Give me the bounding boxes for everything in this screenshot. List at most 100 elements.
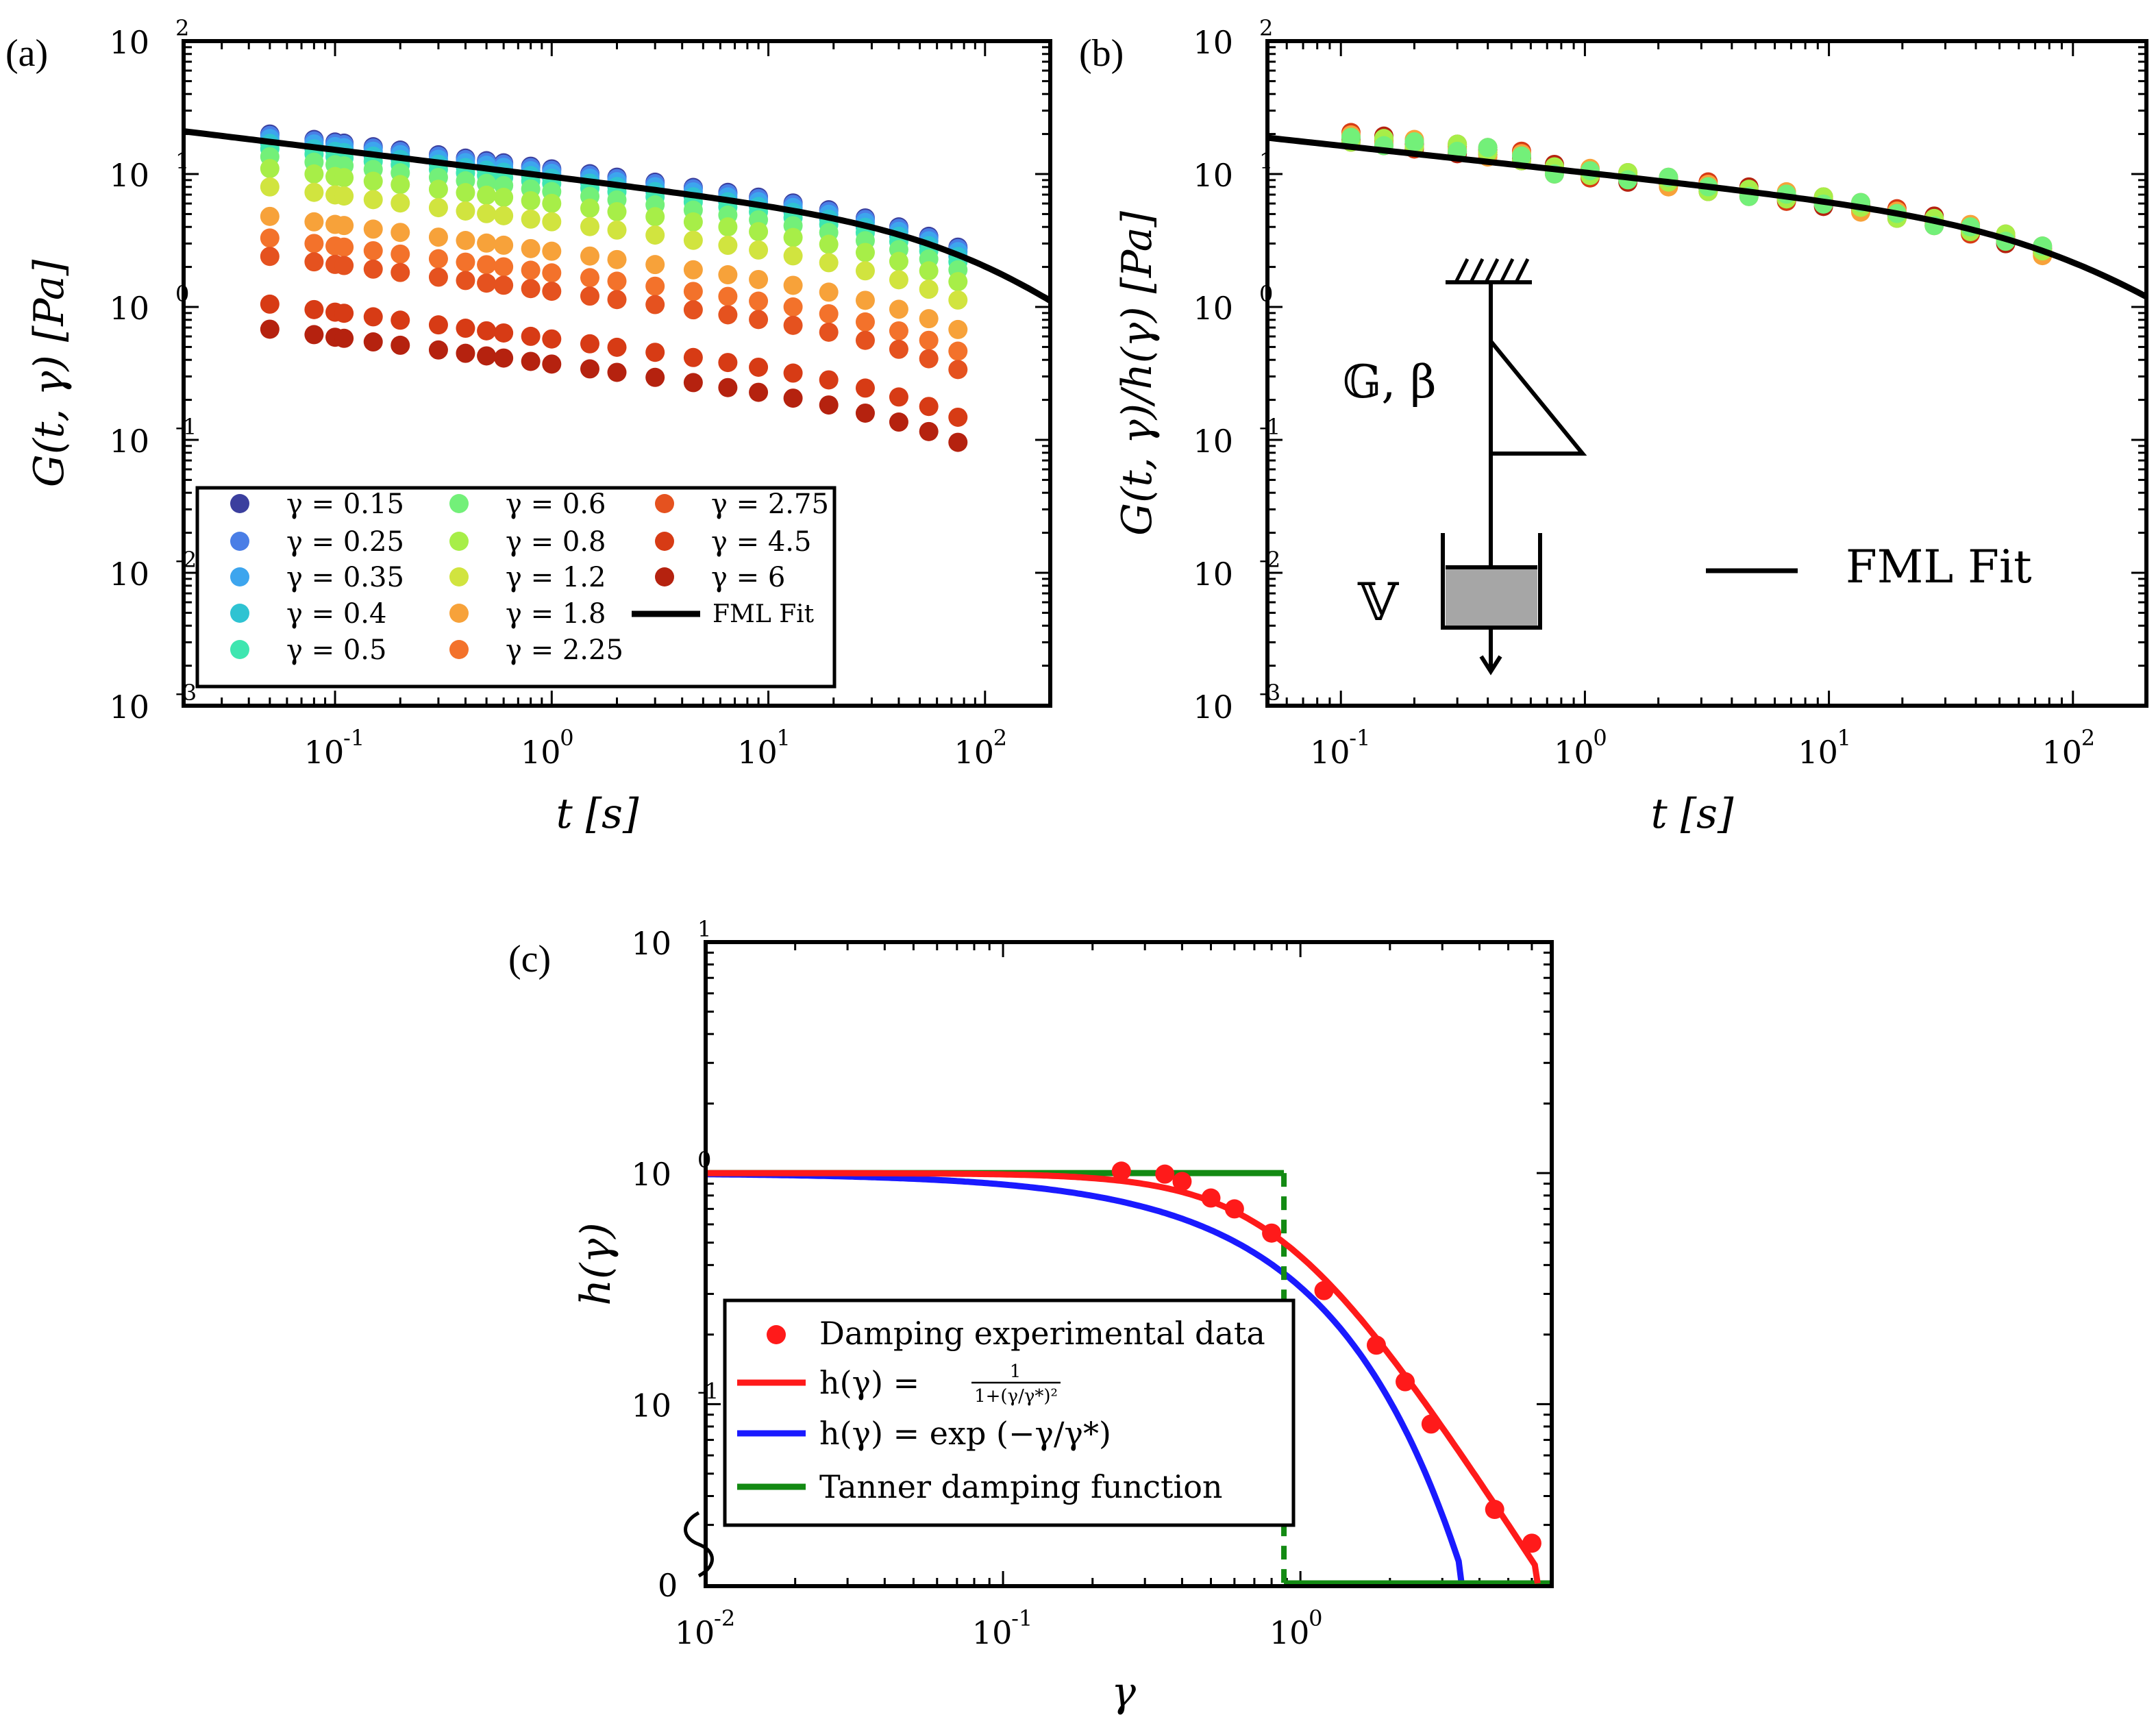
damping-data-point — [1201, 1188, 1221, 1208]
panel-a-point — [542, 282, 562, 301]
panel-a-point — [391, 335, 410, 355]
panel-a-legend-fit-label: FML Fit — [713, 600, 815, 628]
panel-b-legend-label: FML Fit — [1846, 541, 2032, 593]
panel-a-ytick-label-2: 10 -1 — [109, 414, 197, 460]
panel-a-point — [428, 315, 448, 335]
panel-c-ylabel: h(γ) — [572, 1222, 620, 1305]
panel-b-points — [1341, 123, 2053, 266]
panel-a-point — [477, 233, 497, 253]
panel-c-xtick-label-1: 10-1 — [972, 1605, 1032, 1651]
panel-b-xtick-label-1-exp: 0 — [1593, 725, 1607, 751]
panel-a-point — [494, 275, 514, 295]
panel-a-xtick-label-0: 10-1 — [304, 725, 364, 771]
panel-a-point — [718, 353, 738, 373]
panel-a-legend: γ = 0.15 γ = 0.25 γ = 0.35 γ = 0.4 γ = 0.5 γ … — [195, 486, 837, 689]
panel-c-xtick-label-0: 10-2 — [675, 1605, 735, 1651]
panel-a-point — [428, 340, 448, 360]
panel-a-legend-label-1: γ = 0.25 — [286, 526, 404, 558]
panel-a-point — [889, 387, 908, 407]
panel-a-point — [855, 330, 875, 350]
panel-a-point — [919, 280, 939, 299]
panel-a-point — [580, 359, 599, 379]
panel-a-point — [607, 290, 627, 310]
panel-b-ytick-label-3-base: 10 — [1193, 290, 1233, 327]
panel-a-point — [889, 412, 908, 432]
panel-a-ytick-label-0-base: 10 — [109, 689, 149, 726]
panel-a-ytick-label-0: 10 -3 — [109, 680, 197, 726]
panel-a-point — [683, 230, 703, 250]
axis-break-icon — [684, 1511, 714, 1578]
panel-a-legend-label-8: γ = 1.8 — [506, 598, 606, 630]
legend-label-rational-prefix: h(γ) = — [819, 1364, 919, 1401]
panel-a-ytick-label-0-exp: -3 — [175, 680, 197, 706]
panel-a-point — [683, 347, 703, 367]
panel-a-point — [542, 329, 562, 349]
panel-b-legend: FML Fit — [1706, 541, 2032, 593]
panel-a-xtick-label-2-exp: 1 — [777, 725, 791, 751]
panel-b-ytick-label-2-base: 10 — [1193, 423, 1233, 460]
panel-a-point — [542, 212, 562, 232]
damping-data-point — [1314, 1281, 1334, 1300]
panel-a-point — [919, 349, 939, 369]
panel-b-ytick-label-5: 10 2 — [1193, 15, 1273, 61]
dashpot-fluid — [1446, 567, 1537, 626]
panel-a-point — [334, 237, 354, 257]
panel-a-point — [855, 291, 875, 310]
panel-a-legend-label-7: γ = 1.2 — [506, 562, 606, 593]
panel-a-point — [718, 217, 738, 237]
panel-b-xtick-label-3-exp: 2 — [2081, 725, 2095, 751]
panel-a-legend-swatch-4 — [230, 640, 249, 659]
panel-b-point — [1478, 138, 1498, 158]
panel-a-point — [363, 171, 383, 191]
panel-a-point — [819, 395, 839, 415]
dashpot-label: 𝕍 — [1357, 571, 1400, 632]
panel-a-point — [456, 271, 475, 291]
panel-a-point — [645, 225, 665, 245]
panel-a-point — [521, 238, 541, 258]
panel-a-point — [494, 235, 514, 255]
panel-a-point — [683, 282, 703, 301]
wall-hatch — [1454, 258, 1530, 282]
panel-a-point — [749, 382, 769, 402]
panel-a-point — [260, 206, 280, 226]
panel-a-point — [363, 307, 383, 327]
panel-a-point — [749, 291, 769, 311]
panel-b-point — [1341, 127, 1361, 147]
panel-c-xtick-label-1-exp: -1 — [1011, 1605, 1032, 1631]
panel-a-xtick-label-1-exp: 0 — [560, 725, 573, 751]
panel-a-series-10 — [260, 247, 968, 380]
panel-a-point — [855, 403, 875, 423]
panel-a-point — [456, 183, 475, 203]
panel-a-legend-swatch-11 — [655, 532, 674, 551]
panel-b-xtick-label-2-base: 10 — [1798, 734, 1838, 771]
panel-a-point — [494, 257, 514, 277]
panel-b-ytick-label-2-exp: -1 — [1259, 414, 1280, 440]
panel-a-point — [783, 227, 803, 247]
panel-a-ytick-label-1-base: 10 — [109, 556, 149, 593]
panel-c-xtick-label-1-base: 10 — [972, 1614, 1013, 1651]
panel-a-point — [477, 255, 497, 275]
panel-a-point — [889, 251, 908, 271]
panel-a-point — [607, 220, 627, 240]
panel-a-point — [645, 276, 665, 296]
panel-a-legend-label-2: γ = 0.35 — [286, 562, 404, 593]
panel-a-legend-label-10: γ = 2.75 — [711, 489, 829, 520]
panel-c-xtick-label-2-base: 10 — [1269, 1614, 1310, 1651]
panel-a-point — [645, 367, 665, 387]
panel-a-point — [260, 294, 280, 314]
panel-a-point — [428, 180, 448, 199]
panel-a-point — [889, 339, 908, 359]
panel-a-point — [819, 370, 839, 390]
panel-a-point — [391, 223, 410, 243]
panel-c-xtick-label-2: 100 — [1269, 1605, 1323, 1651]
panel-a-fml-fit-line — [183, 128, 1052, 304]
panel-a-point — [749, 269, 769, 289]
damping-data-point — [1366, 1335, 1386, 1355]
panel-b-fml-fit-line — [1267, 134, 2148, 299]
panel-a-legend-swatch-0 — [230, 494, 249, 513]
panel-c-label: (c) — [508, 938, 551, 980]
panel-a-point — [948, 407, 968, 427]
panel-a-point — [607, 337, 627, 357]
